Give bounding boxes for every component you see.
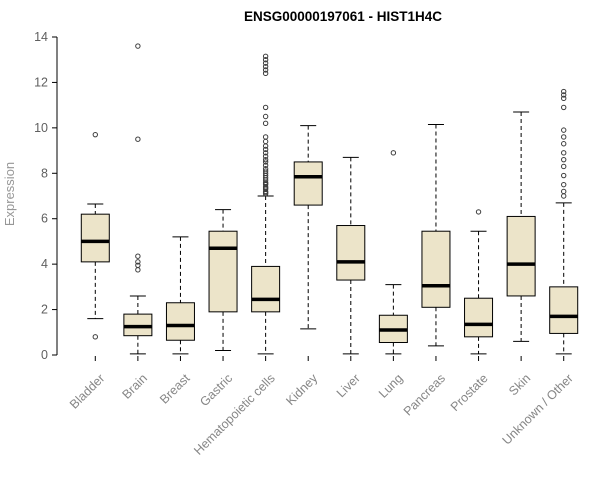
- outlier-point: [135, 136, 141, 142]
- iqr-box: [464, 297, 494, 338]
- iqr-box: [165, 302, 195, 341]
- box-group-prostate: [464, 209, 494, 355]
- outlier-point: [262, 67, 269, 73]
- outlier-point: [561, 156, 567, 163]
- box-group-breast: [165, 236, 195, 355]
- box-group-skin: [506, 111, 536, 342]
- outlier-point: [561, 104, 567, 111]
- x-category-label-lung: Lung: [376, 371, 406, 401]
- x-category-label-prostate: Prostate: [448, 371, 491, 414]
- box-group-hematopoietic-cells: [251, 53, 281, 355]
- iqr-box: [80, 213, 110, 263]
- outlier-point: [262, 104, 269, 111]
- chart-title: ENSG00000197061 - HIST1H4C: [244, 9, 442, 24]
- outlier-point: [135, 43, 141, 49]
- y-tick-label: 0: [41, 348, 48, 362]
- outlier-point: [561, 181, 567, 188]
- box-group-pancreas: [421, 123, 451, 347]
- outlier-point: [262, 166, 269, 172]
- y-tick-label: 14: [34, 30, 48, 44]
- outlier-point: [262, 60, 269, 66]
- outlier-point: [561, 188, 567, 195]
- outlier-point: [561, 134, 567, 140]
- outlier-point: [262, 156, 269, 163]
- outlier-point: [262, 57, 269, 63]
- iqr-box: [208, 230, 238, 313]
- outlier-point: [262, 159, 269, 165]
- outlier-point: [561, 150, 567, 156]
- outlier-point: [561, 163, 567, 170]
- axis-layer: 0 2 4 6 8 10 12 14 Bladder Brain Breast GastricHema…: [34, 30, 576, 458]
- outlier-point: [561, 95, 567, 102]
- box-group-liver: [336, 156, 366, 355]
- box-group-unknown-other: [549, 88, 579, 355]
- iqr-box: [506, 215, 536, 297]
- outlier-point: [561, 127, 567, 133]
- outlier-point: [262, 150, 269, 156]
- y-tick-label: 2: [41, 303, 48, 317]
- y-axis-label: Expression: [2, 162, 17, 226]
- outlier-point: [262, 63, 269, 70]
- box-group-brain: [123, 43, 153, 355]
- iqr-box: [421, 230, 451, 308]
- box-layer: [80, 43, 579, 355]
- y-tick-label: 12: [34, 75, 48, 89]
- outlier-point: [135, 262, 141, 268]
- box-group-kidney: [293, 125, 323, 330]
- box-group-bladder: [80, 131, 110, 340]
- y-tick-label: 6: [41, 212, 48, 226]
- x-category-label-brain: Brain: [119, 371, 150, 402]
- y-tick-label: 8: [41, 166, 48, 180]
- outlier-point: [92, 131, 98, 138]
- y-tick-label: 10: [34, 121, 48, 135]
- outlier-point: [561, 92, 567, 98]
- outlier-point: [92, 334, 98, 340]
- x-category-label-hematopoietic-cells: Hematopoietic cells: [191, 371, 278, 458]
- outlier-point: [262, 138, 269, 145]
- box-group-gastric: [208, 209, 238, 351]
- x-category-label-kidney: Kidney: [283, 371, 320, 408]
- x-category-label-pancreas: Pancreas: [401, 371, 448, 418]
- iqr-box: [549, 286, 579, 334]
- x-category-label-bladder: Bladder: [67, 371, 107, 411]
- outlier-point: [561, 88, 567, 95]
- outlier-point: [262, 162, 269, 169]
- outlier-point: [561, 172, 567, 179]
- box-group-lung: [378, 150, 408, 355]
- x-category-label-gastric: Gastric: [197, 371, 235, 409]
- outlier-point: [262, 120, 269, 127]
- outlier-point: [135, 253, 141, 259]
- x-category-label-breast: Breast: [157, 371, 193, 407]
- outlier-point: [561, 141, 567, 147]
- outlier-point: [262, 153, 269, 159]
- outlier-point: [262, 134, 269, 140]
- outlier-point: [262, 113, 269, 120]
- outlier-point: [475, 209, 482, 215]
- x-category-label-skin: Skin: [506, 371, 533, 398]
- x-category-label-liver: Liver: [334, 371, 363, 400]
- outlier-point: [262, 70, 269, 77]
- iqr-box: [336, 225, 366, 281]
- y-tick-label: 4: [41, 257, 48, 271]
- outlier-point: [561, 193, 567, 199]
- outlier-point: [262, 168, 269, 174]
- outlier-point: [262, 146, 269, 153]
- outlier-point: [135, 267, 141, 273]
- outlier-point: [390, 150, 397, 156]
- iqr-box: [251, 265, 281, 313]
- outlier-point: [262, 53, 269, 60]
- outlier-point: [135, 259, 141, 265]
- iqr-box: [293, 161, 323, 206]
